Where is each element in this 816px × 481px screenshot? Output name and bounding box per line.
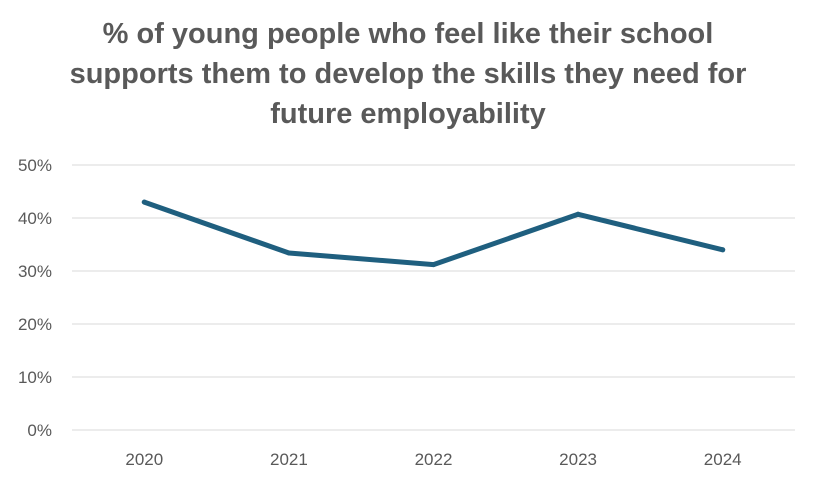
x-tick-label: 2020	[125, 450, 163, 469]
y-tick-label: 30%	[18, 262, 52, 281]
y-tick-label: 50%	[18, 156, 52, 175]
series-lines	[141, 199, 726, 268]
data-point	[141, 199, 147, 205]
series-line	[141, 199, 726, 268]
data-point	[720, 247, 726, 253]
chart-title-bold: school supports them to develop the skil…	[69, 18, 747, 130]
x-tick-label: 2021	[270, 450, 308, 469]
x-tick-label: 2023	[559, 450, 597, 469]
y-tick-label: 0%	[27, 421, 52, 440]
y-tick-label: 20%	[18, 315, 52, 334]
data-point	[431, 262, 436, 268]
x-tick-label: 2022	[415, 450, 453, 469]
gridlines	[72, 164, 795, 431]
data-point	[286, 250, 292, 256]
x-axis-labels: 2020 2021 2022 2023 2024	[125, 450, 741, 469]
y-tick-label: 40%	[18, 209, 52, 228]
data-point	[575, 211, 581, 217]
x-tick-label: 2024	[704, 450, 742, 469]
y-axis-labels: 0% 10% 20% 30% 40% 50%	[18, 156, 52, 440]
chart-title-regular: % of young people who feel like their	[102, 18, 620, 50]
chart-title: % of young people who feel like their sc…	[40, 14, 776, 134]
y-tick-label: 10%	[18, 368, 52, 387]
